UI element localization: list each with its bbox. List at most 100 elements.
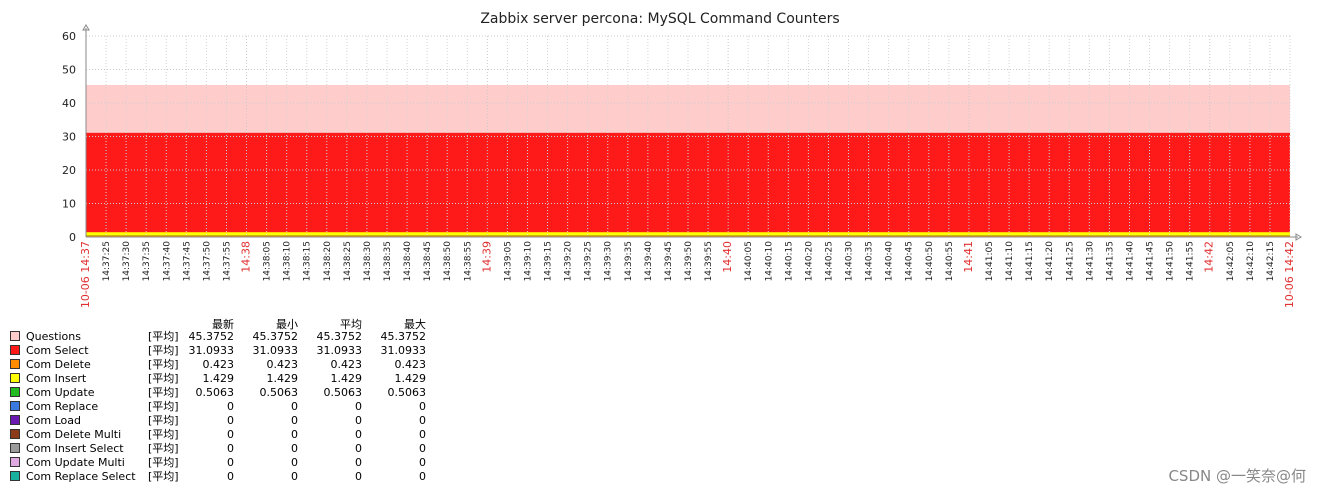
x-tick-label: 14:39:35 (624, 241, 634, 281)
x-tick-label: 14:40:10 (764, 241, 774, 282)
x-tick-label: 14:41:25 (1065, 241, 1075, 281)
x-tick-label: 14:41:05 (985, 241, 995, 281)
x-start-label: 10-06 14:37 (79, 241, 92, 308)
legend-series-name: Com Insert Select (26, 442, 124, 455)
legend-swatch (10, 429, 20, 439)
x-tick-label: 14:40:05 (744, 241, 754, 281)
legend-value-min: 1.429 (266, 372, 299, 385)
x-tick-label: 14:39:20 (564, 241, 574, 282)
y-axis-arrow (82, 24, 90, 31)
legend-function: [平均] (148, 358, 179, 371)
legend-value-last: 0 (227, 428, 234, 441)
x-tick-label: 14:41:40 (1125, 241, 1135, 282)
x-tick-label: 14:40:45 (905, 241, 915, 281)
legend-value-last: 0 (227, 470, 234, 483)
legend-row: Com Update [平均] 0.5063 0.5063 0.5063 0.5063 (10, 386, 440, 400)
x-tick-label: 14:39:45 (664, 241, 674, 281)
x-end-label: 10-06 14:42 (1283, 241, 1296, 308)
legend-value-avg: 31.0933 (316, 344, 363, 357)
legend-value-max: 1.429 (394, 372, 427, 385)
legend-value-max: 0 (419, 470, 426, 483)
legend-swatch (10, 471, 20, 481)
legend-value-avg: 45.3752 (316, 330, 363, 343)
legend-row: Com Replace [平均] 0 0 0 0 (10, 400, 440, 414)
x-tick-label: 14:38:50 (443, 241, 453, 282)
legend-value-avg: 0 (355, 442, 362, 455)
legend-value-min: 31.0933 (252, 344, 299, 357)
legend-function: [平均] (148, 330, 179, 343)
legend-value-last: 1.429 (202, 372, 235, 385)
y-tick-label: 50 (62, 64, 76, 77)
area-com-delete (86, 235, 1290, 237)
x-tick-label: 14:37:55 (222, 241, 232, 281)
legend-header-avg: 平均 (340, 318, 362, 331)
legend-value-max: 0.5063 (387, 386, 427, 399)
legend-swatch (10, 401, 20, 411)
legend-row: Questions [平均] 45.3752 45.3752 45.3752 45.375… (10, 330, 440, 344)
x-tick-label: 14:38:55 (463, 241, 473, 281)
legend-header-max: 最大 (404, 318, 426, 331)
legend-swatch (10, 415, 20, 425)
x-tick-label: 14:42:05 (1226, 241, 1236, 281)
legend-function: [平均] (148, 386, 179, 399)
x-axis-arrow (1295, 233, 1302, 241)
x-tick-label: 14:38:20 (323, 241, 333, 282)
legend-header-min: 最小 (276, 318, 298, 331)
x-tick-labels: 10-06 14:37 14:37:25 14:37:30 14:37:35 14:37… (79, 241, 1296, 308)
legend-value-avg: 0 (355, 470, 362, 483)
legend-row: Com Replace Select [平均] 0 0 0 0 (10, 470, 440, 484)
x-tick-label: 14:41:20 (1045, 241, 1055, 282)
legend-value-max: 0 (419, 456, 426, 469)
x-tick-label: 14:39:15 (544, 241, 554, 281)
legend-value-last: 31.0933 (188, 344, 235, 357)
legend-value-min: 0 (291, 470, 298, 483)
legend-row: Com Load [平均] 0 0 0 0 (10, 414, 440, 428)
x-tick-label: 14:39:30 (604, 241, 614, 282)
legend-header-last: 最新 (212, 318, 234, 331)
x-tick-label: 14:37:40 (162, 241, 172, 282)
x-tick-label: 14:40:15 (784, 241, 794, 281)
legend-value-min: 45.3752 (252, 330, 299, 343)
chart-title: Zabbix server percona: MySQL Command Cou… (480, 11, 839, 27)
legend-value-last: 0.5063 (195, 386, 235, 399)
legend-value-avg: 0.423 (330, 358, 363, 371)
legend-series-name: Com Replace Select (26, 470, 136, 483)
legend-series-name: Com Update Multi (26, 456, 125, 469)
x-tick-label: 14:38:35 (383, 241, 393, 281)
legend-series-name: Questions (26, 330, 81, 343)
legend-value-last: 0 (227, 400, 234, 413)
series-areas (86, 84, 1290, 238)
area-com-select (86, 132, 1290, 237)
legend-value-max: 0 (419, 442, 426, 455)
y-tick-label: 60 (62, 30, 76, 43)
legend-series-name: Com Insert (26, 372, 87, 385)
legend-value-last: 0.423 (202, 358, 235, 371)
x-tick-label: 14:37:25 (102, 241, 112, 281)
legend-function: [平均] (148, 470, 179, 483)
x-tick-label: 14:38:10 (283, 241, 293, 282)
x-tick-label: 14:39:55 (704, 241, 714, 281)
y-tick-label: 30 (62, 131, 76, 144)
legend-series-name: Com Load (26, 414, 82, 427)
legend-value-avg: 0.5063 (323, 386, 363, 399)
legend-swatch (10, 373, 20, 383)
y-tick-labels: 0 10 20 30 40 50 60 (62, 30, 76, 244)
legend-value-last: 0 (227, 414, 234, 427)
y-tick-label: 0 (69, 231, 76, 244)
legend-value-max: 0.423 (394, 358, 427, 371)
legend-function: [平均] (148, 414, 179, 427)
legend-value-max: 31.0933 (380, 344, 427, 357)
x-tick-label: 14:38:05 (263, 241, 273, 281)
legend-row: Com Insert Select [平均] 0 0 0 0 (10, 442, 440, 456)
legend-swatch (10, 457, 20, 467)
x-tick-label: 14:40:25 (824, 241, 834, 281)
legend-value-min: 0.423 (266, 358, 299, 371)
legend-swatch (10, 387, 20, 397)
legend-value-min: 0.5063 (259, 386, 299, 399)
x-tick-label: 14:42:10 (1246, 241, 1256, 282)
x-tick-label: 14:39:05 (503, 241, 513, 281)
legend-series-name: Com Replace (26, 400, 99, 413)
x-tick-label: 14:41:15 (1025, 241, 1035, 281)
legend-value-avg: 0 (355, 414, 362, 427)
legend-row: Com Delete Multi [平均] 0 0 0 0 (10, 428, 440, 442)
